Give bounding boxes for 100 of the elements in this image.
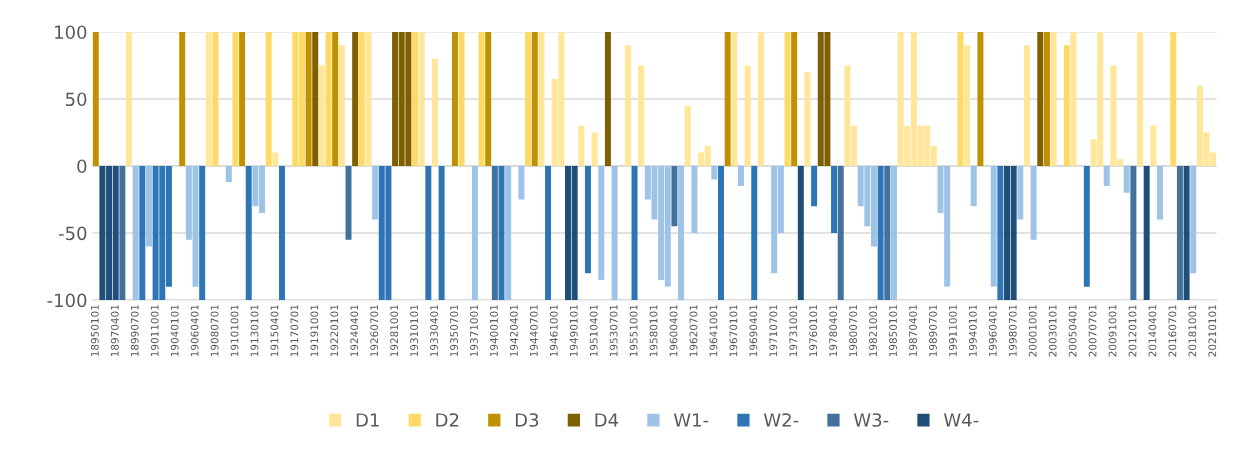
- bar: [205, 31, 212, 166]
- bar: [471, 165, 478, 301]
- bar: [638, 65, 645, 166]
- bar: [199, 165, 206, 301]
- x-tick-label: 19890701: [928, 305, 937, 357]
- bar: [837, 165, 844, 301]
- bar: [451, 31, 458, 166]
- bar: [1137, 31, 1144, 166]
- x-tick-label: 19420401: [509, 305, 518, 357]
- bar: [1083, 165, 1090, 287]
- bar: [804, 72, 811, 166]
- x-tick-label: 19690401: [749, 305, 758, 357]
- bar: [1143, 165, 1150, 301]
- x-tick-label: 18990701: [130, 305, 139, 357]
- legend-label: D3: [515, 413, 539, 427]
- x-tick-label: 19310101: [410, 305, 419, 357]
- bar: [225, 165, 232, 183]
- x-tick-label: 19060401: [190, 305, 199, 357]
- x-tick-label: 19821001: [869, 305, 877, 357]
- x-tick-label: 19260701: [370, 305, 379, 357]
- x-tick-label: 20070701: [1088, 305, 1097, 357]
- x-tick-label: 19080701: [210, 305, 219, 357]
- bar: [132, 165, 139, 301]
- x-tick-label: 19580101: [649, 305, 658, 357]
- y-tick-label: 100: [55, 25, 87, 40]
- bar: [1183, 165, 1190, 301]
- bar: [498, 165, 505, 301]
- x-tick-label: 19911001: [948, 305, 957, 357]
- bar: [312, 31, 319, 166]
- x-tick-label: 19350701: [450, 305, 458, 357]
- bar: [119, 165, 126, 301]
- x-tick-label: 19510401: [589, 305, 598, 357]
- x-tick-label: 20210101: [1208, 305, 1217, 357]
- bar: [92, 31, 99, 166]
- x-tick-label: 20181001: [1188, 305, 1197, 357]
- x-tick-label: 19530701: [609, 305, 618, 357]
- bar: [977, 31, 984, 166]
- bar: [438, 165, 445, 301]
- x-tick-label: 19800701: [849, 305, 858, 357]
- bar: [711, 165, 718, 180]
- bar: [358, 31, 365, 166]
- bar: [584, 165, 591, 274]
- bar: [139, 165, 146, 301]
- legend-label: W2-: [763, 413, 799, 427]
- bar: [1070, 31, 1077, 166]
- bar: [372, 165, 379, 220]
- x-tick-label: 19040101: [170, 305, 179, 357]
- bar: [212, 31, 219, 166]
- bar: [678, 165, 685, 301]
- x-tick-label: 20140401: [1148, 305, 1157, 357]
- bar: [718, 165, 724, 301]
- y-tick-label: -50: [58, 226, 87, 241]
- x-tick-label: 20001001: [1028, 305, 1037, 357]
- bar: [997, 165, 1004, 301]
- x-tick-label: 20160701: [1168, 305, 1177, 357]
- bar: [418, 31, 425, 166]
- bar: [232, 31, 239, 166]
- x-tick-label: 19170701: [290, 305, 299, 357]
- bar: [724, 31, 731, 166]
- bar: [345, 165, 352, 240]
- bar: [531, 31, 538, 166]
- bar: [631, 165, 638, 301]
- bar: [352, 31, 359, 166]
- bar: [525, 31, 532, 166]
- x-tick-label: 19220101: [330, 305, 339, 357]
- bar: [990, 165, 997, 287]
- bar: [1043, 31, 1050, 166]
- bar: [884, 165, 891, 301]
- x-tick-label: 19870401: [909, 305, 917, 357]
- bar: [797, 165, 804, 301]
- x-tick-label: 20091001: [1108, 305, 1117, 357]
- x-tick-label: 19240401: [350, 305, 359, 357]
- bar: [538, 31, 545, 166]
- bar: [431, 58, 438, 166]
- bar: [890, 165, 897, 301]
- bar: [305, 31, 312, 166]
- bar: [1063, 45, 1070, 166]
- bar: [145, 165, 152, 247]
- bar: [751, 165, 758, 301]
- bar: [691, 165, 698, 234]
- x-tick-label: 19150401: [270, 305, 279, 357]
- bar: [877, 165, 884, 301]
- bar: [505, 165, 512, 301]
- bar: [545, 165, 552, 301]
- bar: [1023, 45, 1030, 166]
- y-tick-label: 50: [65, 92, 87, 107]
- bar: [458, 31, 465, 166]
- x-tick-label: 19980701: [1008, 305, 1017, 357]
- bar: [518, 165, 525, 200]
- legend-label: D1: [356, 413, 379, 427]
- bar: [791, 31, 798, 166]
- bar: [412, 31, 419, 166]
- legend-label: D4: [595, 413, 619, 427]
- x-tick-label: 19490101: [569, 305, 578, 357]
- x-tick-label: 19551001: [629, 305, 638, 357]
- y-tick-label: -100: [47, 293, 87, 308]
- bar: [325, 31, 332, 166]
- bar: [1130, 165, 1137, 301]
- bar: [1017, 165, 1024, 220]
- x-tick-label: 19371001: [470, 305, 478, 357]
